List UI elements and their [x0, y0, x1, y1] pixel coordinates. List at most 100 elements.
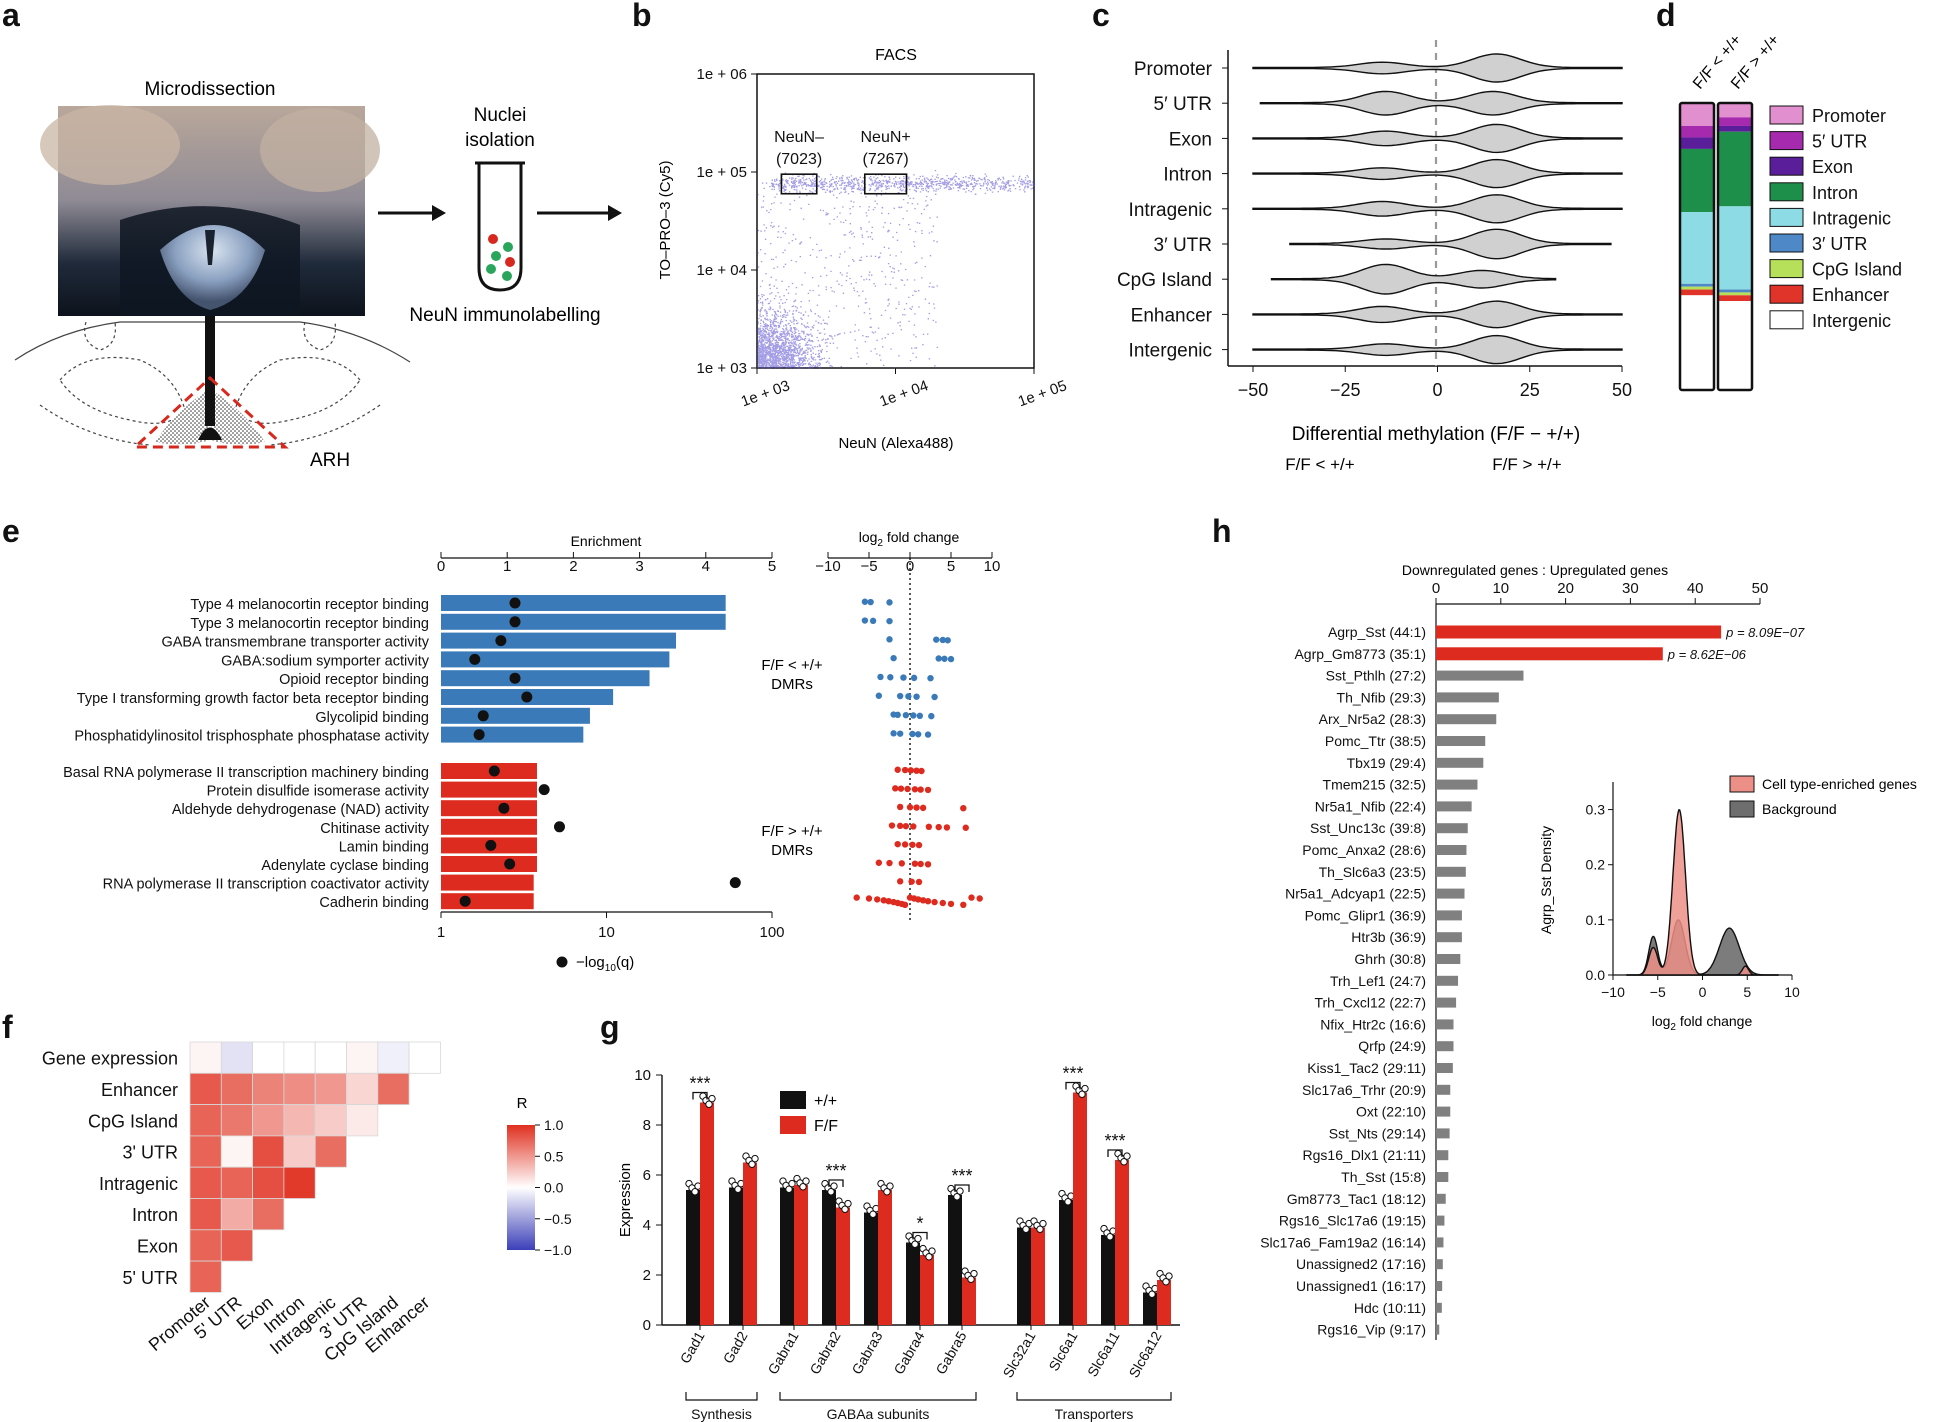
d-legend-swatch [1769, 259, 1804, 279]
replicate-point [785, 1185, 793, 1193]
violin-3 [1252, 123, 1623, 154]
h-pvalue: p = 8.62E−06 [1667, 647, 1747, 662]
h-bar [1436, 1041, 1454, 1052]
expr-y-label: Expression [617, 1163, 634, 1237]
h-bar [1436, 910, 1462, 921]
lfc-point [917, 786, 924, 793]
neglogq-tick: 1 [437, 924, 445, 941]
replicate-point [799, 1183, 807, 1191]
replicate-point [1022, 1225, 1030, 1233]
enrich-term-label: Glycolipid binding [315, 710, 429, 726]
bar-ff [878, 1190, 892, 1325]
neglogq-dot [477, 710, 489, 722]
bar-ff [1115, 1160, 1129, 1325]
stack-seg [1718, 103, 1752, 118]
lfc-point [901, 766, 909, 774]
facs-event-cloud [757, 169, 1036, 369]
heat-cell [283, 1104, 316, 1137]
group-label: GABAa subunits [827, 1406, 930, 1422]
h-category-label: Tmem215 (32:5) [1323, 777, 1426, 793]
heat-cell [252, 1041, 285, 1074]
lfc-point [924, 898, 932, 905]
heat-cell [314, 1041, 347, 1074]
bar-ff [1157, 1280, 1171, 1325]
lfc-point [905, 693, 912, 700]
expr-ytick: 6 [643, 1167, 651, 1184]
d-legend-label: Intragenic [1812, 208, 1891, 228]
inset-ytick: 0.3 [1586, 802, 1606, 818]
h-bar [1436, 845, 1467, 855]
violin-xtick: 25 [1520, 380, 1540, 400]
enrich-term-label: RNA polymerase II transcription coactiva… [103, 877, 430, 893]
inset-legend-label-1: Cell type-enriched genes [1762, 776, 1917, 792]
inset-y-label: Agrp_Sst Density [1538, 826, 1554, 934]
h-bar [1436, 757, 1484, 768]
h-category-label: Sst_Pthlh (27:2) [1326, 668, 1426, 684]
density-enriched [1626, 808, 1779, 976]
heat-cell [189, 1072, 222, 1106]
h-bar [1436, 714, 1497, 725]
heat-cell [314, 1104, 347, 1137]
h-bar [1436, 1063, 1453, 1073]
bar-wt [1101, 1235, 1115, 1325]
legend-ff-label: F/F [814, 1118, 838, 1135]
heat-cell [283, 1041, 316, 1074]
enrich-bar [441, 726, 584, 743]
lfc-point [917, 860, 924, 868]
replicate-point [967, 1275, 975, 1283]
panel-letter-d: d [1656, 0, 1676, 33]
enrich-bar [441, 893, 534, 910]
h-category-label: Qrfp (24:9) [1358, 1038, 1426, 1054]
heat-cell [220, 1229, 254, 1262]
h-tick: 50 [1752, 580, 1769, 597]
r-legend-tick: 0.5 [544, 1148, 564, 1164]
expr-ytick: 4 [643, 1217, 651, 1234]
lfc-point [976, 895, 983, 902]
lfc-point [896, 730, 904, 737]
neglogq-dot [509, 597, 521, 609]
replicate-point [691, 1188, 699, 1196]
heat-cell [189, 1104, 222, 1137]
d-legend-label: Intron [1812, 183, 1858, 203]
lfc-point [898, 860, 905, 867]
h-bar [1436, 1302, 1442, 1313]
replicate-point [802, 1177, 810, 1185]
heat-row-label: 3' UTR [123, 1143, 178, 1163]
bar-wt [686, 1190, 700, 1325]
replicate-point [1148, 1290, 1156, 1298]
violin-label: Intragenic [1129, 200, 1212, 221]
h-bar [1436, 1150, 1449, 1161]
panel-letter-a: a [2, 0, 20, 33]
replicate-point [844, 1199, 852, 1208]
h-category-label: Pomc_Anxa2 (28:6) [1302, 842, 1426, 858]
neg-log-q-legend-dot [556, 956, 568, 968]
neglogq-tick: 10 [598, 924, 615, 941]
panel-c-violins: Promoter 5′ UTR Exon Intron Intragenic 3′ UTR… [1117, 40, 1632, 474]
sig-bracket [1107, 1149, 1123, 1157]
enrich-tick: 1 [503, 558, 511, 575]
bar-ff [836, 1207, 850, 1325]
heat-cell [189, 1229, 222, 1262]
gate-count-1: (7023) [776, 151, 822, 168]
inset-ytick: 0.0 [1586, 967, 1606, 983]
bar-ff [743, 1162, 757, 1325]
h-bar [1436, 823, 1468, 834]
h-pvalue: p = 8.09E−07 [1725, 625, 1805, 640]
bar-ff [1031, 1227, 1045, 1325]
heat-cell [252, 1135, 285, 1168]
gene-label: Gad1 [677, 1328, 708, 1366]
lfc-tick: 10 [984, 558, 1001, 575]
r-legend-tick: 1.0 [544, 1117, 564, 1133]
heat-cell [283, 1072, 316, 1106]
lfc-point [877, 673, 884, 681]
replicate-point [705, 1100, 713, 1108]
lfc-point [902, 822, 910, 830]
replicate-point [911, 1240, 919, 1248]
lfc-point [867, 598, 874, 606]
neg-log-q-legend-label: −log [576, 954, 605, 971]
enrich-bar [441, 800, 537, 817]
enrich-tick: 4 [702, 558, 710, 575]
stack-outline-1 [1678, 101, 1716, 392]
lfc-point [901, 901, 909, 908]
